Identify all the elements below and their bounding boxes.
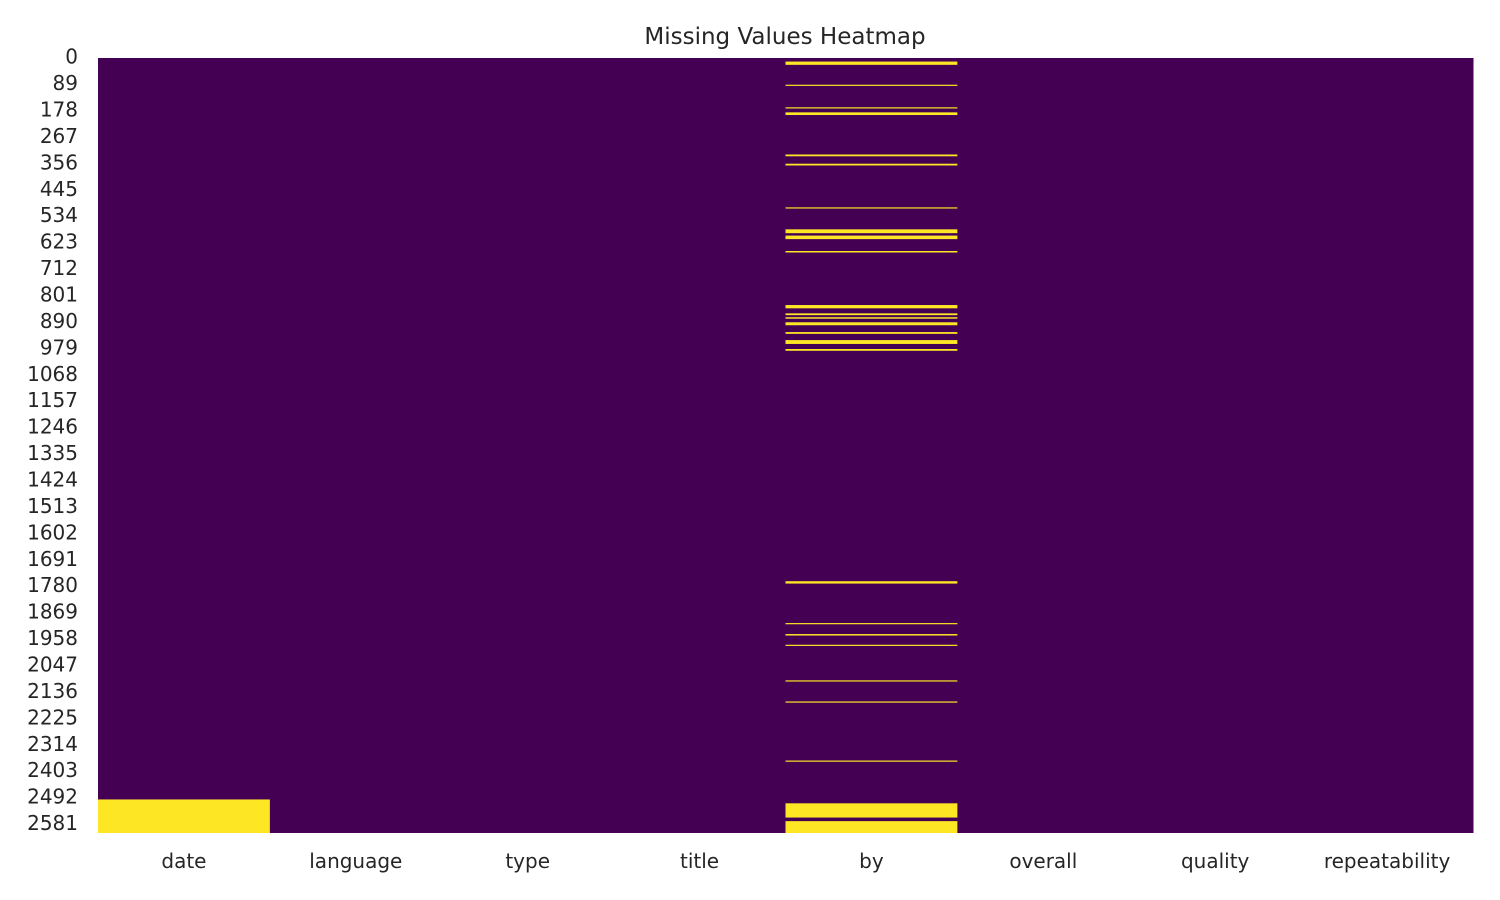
y-tick-label: 89: [53, 71, 78, 95]
missing-band-by: [785, 803, 958, 818]
x-tick-label: language: [309, 849, 402, 873]
y-tick-label: 1780: [27, 573, 78, 597]
missing-band-by: [785, 581, 958, 584]
heatmap-column-title: [613, 58, 786, 833]
missing-band-by: [785, 61, 958, 65]
heatmap-cells: [98, 58, 1474, 833]
y-tick-label: 1513: [27, 494, 78, 518]
y-tick-label: 979: [40, 335, 78, 359]
y-tick-label: 2136: [27, 679, 78, 703]
y-tick-label: 356: [40, 150, 78, 174]
missing-band-by: [785, 680, 958, 682]
missing-band-date: [98, 799, 271, 833]
y-tick-label: 1068: [27, 362, 78, 386]
y-tick-label: 2225: [27, 705, 78, 729]
y-tick-label: 1157: [27, 388, 78, 412]
y-tick-label: 1869: [27, 600, 78, 624]
missing-band-by: [785, 84, 958, 86]
y-tick-label: 1602: [27, 520, 78, 544]
x-tick-label: quality: [1181, 849, 1250, 873]
missing-band-by: [785, 348, 958, 351]
y-tick-label: 1424: [27, 467, 78, 491]
y-tick-label: 445: [40, 177, 78, 201]
missing-band-by: [785, 112, 958, 116]
x-tick-label: overall: [1009, 849, 1077, 873]
y-tick-label: 2047: [27, 652, 78, 676]
x-tick-label: type: [505, 849, 550, 873]
missing-band-by: [785, 251, 958, 253]
missing-band-by: [785, 313, 958, 316]
chart-title: Missing Values Heatmap: [644, 24, 925, 50]
missing-band-by: [785, 305, 958, 309]
missing-band-by: [785, 332, 958, 334]
missing-band-by: [785, 107, 958, 109]
y-tick-label: 1335: [27, 441, 78, 465]
y-tick-label: 1691: [27, 547, 78, 571]
heatmap-column-quality: [1129, 58, 1302, 833]
y-tick-label: 178: [40, 98, 78, 122]
x-axis-tick-labels: date language type title by overall quality rep…: [161, 849, 1450, 873]
missing-band-by: [785, 317, 958, 319]
heatmap-column-overall: [957, 58, 1130, 833]
missing-band-by: [785, 634, 958, 636]
y-tick-label: 2492: [27, 785, 78, 809]
heatmap-column-date: [98, 58, 271, 833]
y-tick-label: 534: [40, 203, 78, 227]
y-tick-label: 267: [40, 124, 78, 148]
missing-band-by: [785, 644, 958, 646]
missing-band-by: [785, 207, 958, 209]
heatmap-column-by: [785, 58, 958, 833]
missing-band-by: [785, 821, 958, 833]
y-tick-label: 1246: [27, 415, 78, 439]
missing-band-by: [785, 340, 958, 344]
x-tick-label: by: [859, 849, 884, 873]
x-tick-label: title: [680, 849, 719, 873]
heatmap-column-repeatability: [1301, 58, 1474, 833]
y-tick-label: 801: [40, 282, 78, 306]
heatmap-column-type: [441, 58, 615, 833]
x-tick-label: date: [161, 849, 206, 873]
heatmap-column-language: [269, 58, 443, 833]
y-tick-label: 2314: [27, 732, 78, 756]
y-tick-label: 2581: [27, 811, 78, 835]
y-tick-label: 1958: [27, 626, 78, 650]
y-tick-label: 712: [40, 256, 78, 280]
y-tick-label: 0: [65, 45, 78, 69]
y-tick-label: 623: [40, 230, 78, 254]
x-tick-label: repeatability: [1324, 849, 1451, 873]
missing-band-by: [785, 163, 958, 166]
missing-band-by: [785, 154, 958, 157]
y-tick-label: 890: [40, 309, 78, 333]
missing-band-by: [785, 760, 958, 762]
missing-band-by: [785, 235, 958, 240]
y-tick-label: 2403: [27, 758, 78, 782]
missing-band-by: [785, 623, 958, 625]
missing-band-by: [785, 229, 958, 234]
missing-band-by: [785, 701, 958, 703]
missing-band-by: [785, 322, 958, 326]
